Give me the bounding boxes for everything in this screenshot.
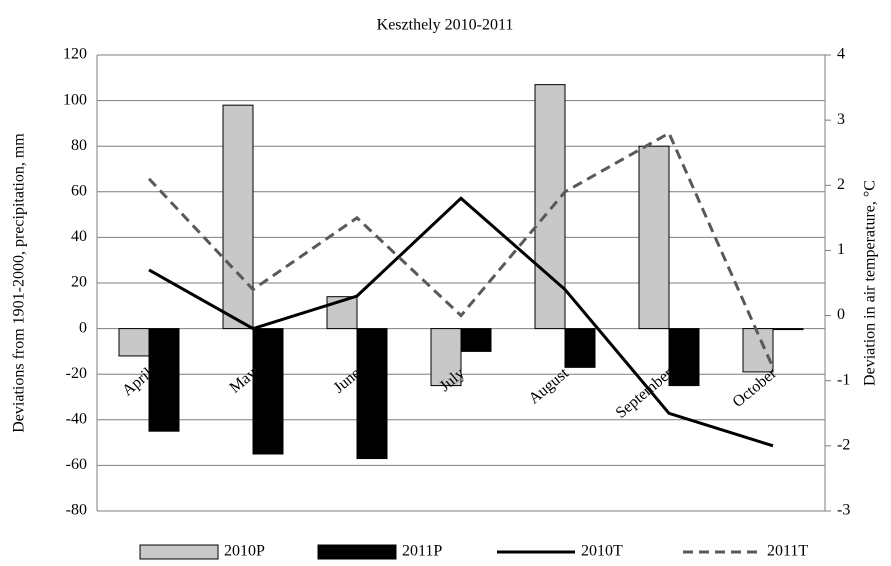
legend-swatch <box>139 544 219 560</box>
bar <box>118 328 150 357</box>
y2-tick-label: 4 <box>837 46 845 63</box>
y2-tick-label: 0 <box>837 306 845 323</box>
bar <box>534 84 566 330</box>
y-tick-label: -20 <box>66 365 87 382</box>
y-tick-label: 80 <box>71 137 87 154</box>
y-axis-title: Deviations from 1901-2000, precipitation… <box>11 133 28 433</box>
y2-tick-label: 3 <box>837 111 845 128</box>
bar <box>326 296 358 330</box>
y-tick-label: -40 <box>66 410 87 427</box>
y2-tick-label: -3 <box>837 502 850 519</box>
y-tick-label: -80 <box>66 502 87 519</box>
bar <box>638 145 670 330</box>
line <box>148 196 774 448</box>
y2-tick-label: -2 <box>837 437 850 454</box>
y2-tick-label: 2 <box>837 176 845 193</box>
bar <box>222 104 254 330</box>
chart-title: Keszthely 2010-2011 <box>377 17 514 34</box>
legend-label: 2011P <box>402 543 442 560</box>
bar <box>430 328 462 387</box>
y-tick-label: 20 <box>71 274 87 291</box>
bar <box>460 328 492 352</box>
y2-tick-label: 1 <box>837 241 845 258</box>
y2-axis-title: Deviation in air temperature, °C <box>862 180 879 386</box>
y-tick-label: -60 <box>66 456 87 473</box>
bar <box>252 328 284 455</box>
x-tick-label: September <box>613 364 677 421</box>
bar <box>772 328 804 331</box>
bar <box>148 328 180 432</box>
x-tick-label: August <box>526 365 573 408</box>
legend-label: 2010P <box>224 543 265 560</box>
legend-label: 2011T <box>767 543 808 560</box>
y2-tick-label: -1 <box>837 371 850 388</box>
legend-swatch <box>317 544 397 560</box>
bar <box>742 328 774 373</box>
y-tick-label: 60 <box>71 182 87 199</box>
legend-label: 2010T <box>581 543 623 560</box>
y-tick-label: 40 <box>71 228 87 245</box>
y-tick-label: 100 <box>63 91 87 108</box>
y-tick-label: 120 <box>63 46 87 63</box>
y-tick-label: 0 <box>79 319 87 336</box>
bar <box>668 328 700 387</box>
bar <box>564 328 596 368</box>
bar <box>356 328 388 460</box>
line <box>147 131 775 369</box>
